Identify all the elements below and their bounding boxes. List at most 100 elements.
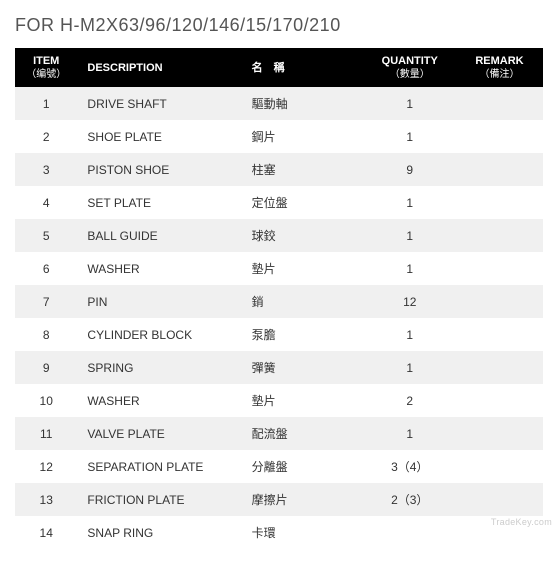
cell-item: 8 [15,318,77,351]
cell-qty: 1 [364,318,456,351]
table-row: 1DRIVE SHAFT驅動軸1 [15,87,543,120]
cell-item: 6 [15,252,77,285]
cell-item: 13 [15,483,77,516]
header-item: ITEM （编號） [15,48,77,87]
cell-name: 球鉸 [242,219,364,252]
cell-item: 3 [15,153,77,186]
header-item-en: ITEM [33,55,59,67]
cell-qty: 1 [364,186,456,219]
cell-rem [456,153,543,186]
cell-name: 柱塞 [242,153,364,186]
table-row: 2SHOE PLATE鋼片1 [15,120,543,153]
cell-desc: SHOE PLATE [77,120,241,153]
cell-desc: FRICTION PLATE [77,483,241,516]
cell-name: 摩擦片 [242,483,364,516]
cell-name: 鋼片 [242,120,364,153]
cell-rem [456,87,543,120]
table-row: 6WASHER墊片1 [15,252,543,285]
cell-name: 分離盤 [242,450,364,483]
cell-rem [456,450,543,483]
cell-item: 4 [15,186,77,219]
watermark: TradeKey.com [491,517,552,527]
cell-rem [456,384,543,417]
cell-rem [456,252,543,285]
cell-desc: VALVE PLATE [77,417,241,450]
table-row: 11VALVE PLATE配流盤1 [15,417,543,450]
header-qty: QUANTITY （數量） [364,48,456,87]
header-qty-zh: （數量） [368,68,452,81]
header-row: ITEM （编號） DESCRIPTION 名 稱 QUANTITY （數量） … [15,48,543,87]
cell-qty: 3（4） [364,450,456,483]
cell-name: 銷 [242,285,364,318]
cell-rem [456,219,543,252]
cell-qty: 12 [364,285,456,318]
cell-desc: PISTON SHOE [77,153,241,186]
cell-item: 12 [15,450,77,483]
header-name: 名 稱 [242,48,364,87]
header-qty-en: QUANTITY [382,55,438,67]
table-row: 5BALL GUIDE球鉸1 [15,219,543,252]
table-row: 8CYLINDER BLOCK泵膽1 [15,318,543,351]
cell-rem [456,351,543,384]
header-rem-zh: （備注） [460,68,539,81]
table-row: 10WASHER墊片2 [15,384,543,417]
cell-qty: 1 [364,417,456,450]
cell-item: 1 [15,87,77,120]
header-rem-en: REMARK [475,55,523,67]
page-title: FOR H-M2X63/96/120/146/15/170/210 [15,15,543,36]
table-row: 4SET PLATE定位盤1 [15,186,543,219]
cell-item: 14 [15,516,77,549]
header-name-en: 名 稱 [252,62,285,74]
table-row: 3PISTON SHOE柱塞9 [15,153,543,186]
cell-desc: DRIVE SHAFT [77,87,241,120]
cell-rem [456,186,543,219]
cell-rem [456,483,543,516]
table-row: 9SPRING彈簧1 [15,351,543,384]
cell-qty: 1 [364,351,456,384]
cell-qty: 1 [364,120,456,153]
cell-name: 驅動軸 [242,87,364,120]
cell-name: 泵膽 [242,318,364,351]
cell-name: 定位盤 [242,186,364,219]
cell-item: 5 [15,219,77,252]
header-desc: DESCRIPTION [77,48,241,87]
cell-desc: WASHER [77,384,241,417]
cell-item: 11 [15,417,77,450]
cell-qty: 2（3） [364,483,456,516]
cell-name: 卡環 [242,516,364,549]
cell-qty: 1 [364,252,456,285]
cell-desc: SET PLATE [77,186,241,219]
header-desc-en: DESCRIPTION [87,62,162,74]
cell-desc: BALL GUIDE [77,219,241,252]
cell-qty [364,516,456,549]
table-body: 1DRIVE SHAFT驅動軸12SHOE PLATE鋼片13PISTON SH… [15,87,543,549]
cell-name: 墊片 [242,252,364,285]
table-row: 7PIN銷12 [15,285,543,318]
cell-desc: CYLINDER BLOCK [77,318,241,351]
cell-desc: SPRING [77,351,241,384]
cell-rem [456,417,543,450]
cell-desc: WASHER [77,252,241,285]
cell-rem [456,318,543,351]
cell-name: 彈簧 [242,351,364,384]
table-row: 14SNAP RING卡環 [15,516,543,549]
cell-rem [456,285,543,318]
cell-desc: PIN [77,285,241,318]
cell-qty: 1 [364,219,456,252]
table-row: 13FRICTION PLATE摩擦片2（3） [15,483,543,516]
table-row: 12SEPARATION PLATE分離盤3（4） [15,450,543,483]
cell-qty: 9 [364,153,456,186]
cell-qty: 1 [364,87,456,120]
cell-name: 配流盤 [242,417,364,450]
header-rem: REMARK （備注） [456,48,543,87]
cell-item: 9 [15,351,77,384]
header-item-zh: （编號） [19,68,73,81]
cell-item: 10 [15,384,77,417]
cell-qty: 2 [364,384,456,417]
cell-item: 2 [15,120,77,153]
cell-item: 7 [15,285,77,318]
cell-rem [456,120,543,153]
cell-desc: SNAP RING [77,516,241,549]
cell-desc: SEPARATION PLATE [77,450,241,483]
parts-table: ITEM （编號） DESCRIPTION 名 稱 QUANTITY （數量） … [15,48,543,549]
